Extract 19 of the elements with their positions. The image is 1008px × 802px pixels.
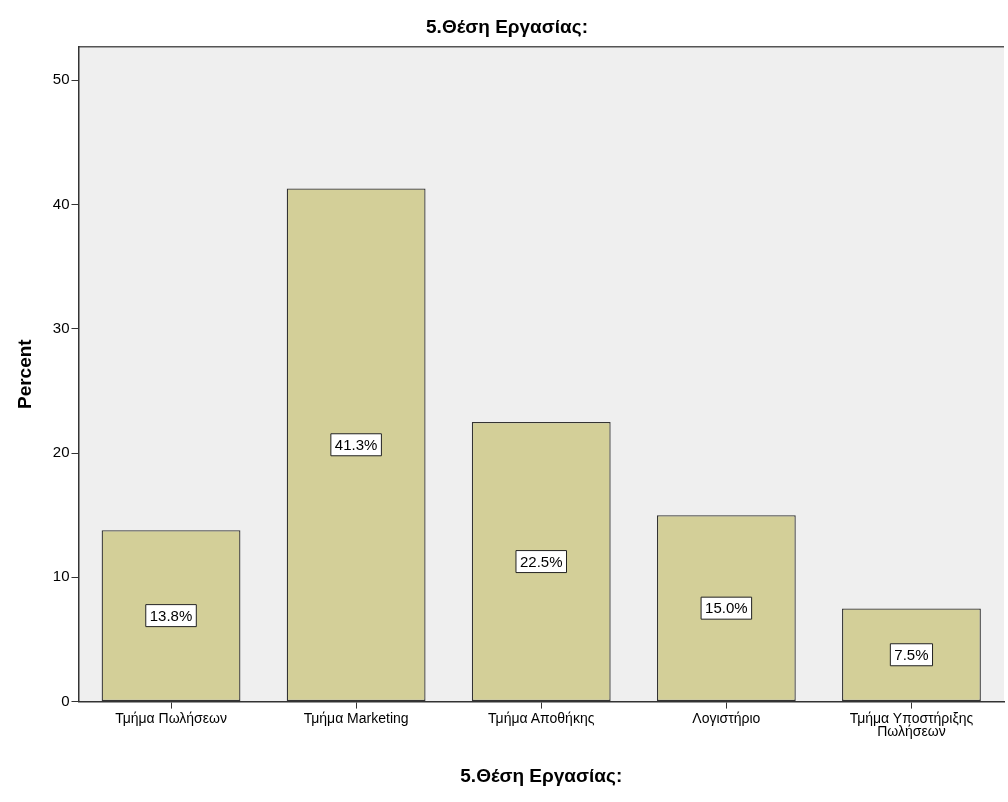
data-label: 22.5%: [519, 552, 563, 570]
x-tick-label: Λογιστήριο: [692, 710, 761, 727]
y-tick-label: 50: [52, 70, 70, 88]
data-label: 41.3%: [334, 435, 378, 453]
y-tick-label: 30: [52, 318, 70, 336]
y-tick-label: 0: [61, 691, 70, 709]
y-tick-label: 40: [52, 194, 70, 212]
x-tick-label: Τμήμα Αποθήκης: [488, 710, 595, 727]
x-tick-label: Τμήμα Πωλήσεων: [115, 710, 227, 727]
x-axis-title: 5.Θέση Εργασίας:: [460, 764, 623, 786]
data-label: 7.5%: [894, 645, 929, 663]
y-axis-title: Percent: [13, 338, 35, 410]
data-label: 15.0%: [705, 599, 748, 617]
y-tick-label: 10: [52, 567, 70, 585]
chart-title: 5.Θέση Εργασίας:: [426, 15, 588, 37]
x-tick-label: Τμήμα Υποστήριξης Πωλήσεων: [849, 710, 974, 740]
x-tick-label: Τμήμα Marketing: [303, 710, 409, 727]
y-tick-label: 20: [52, 443, 70, 461]
data-label: 13.8%: [149, 606, 193, 624]
